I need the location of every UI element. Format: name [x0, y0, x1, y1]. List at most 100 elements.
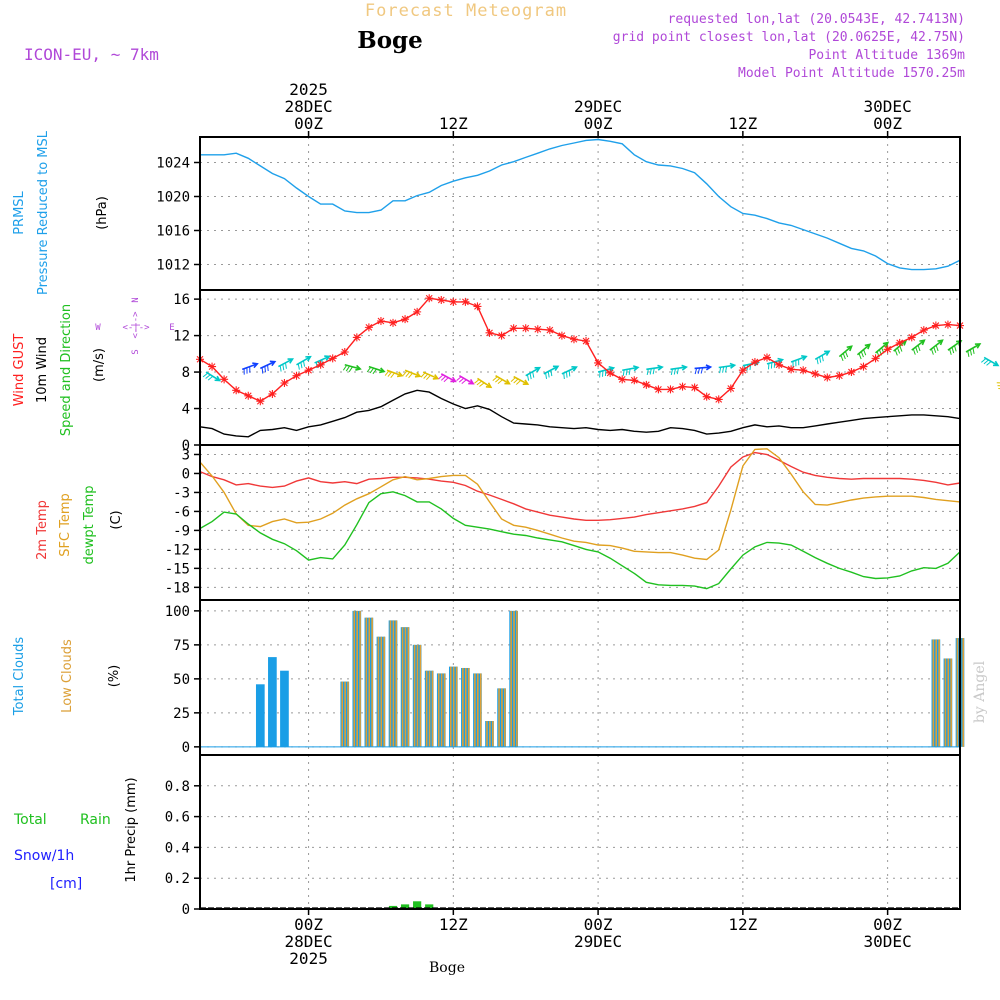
wind-barb-feather: [628, 368, 631, 375]
low-clouds-bar: [440, 673, 443, 747]
wind-gust-point: [485, 328, 494, 337]
temperature-y-ticks: -18 -15 -12 -9 -6 -3 0 3: [165, 447, 200, 596]
model-altitude: Model Point Altitude 1570.25m: [738, 66, 965, 81]
y-tick-label: 1016: [156, 224, 190, 240]
wind-barb-feather: [342, 365, 348, 371]
wind-barb-feather: [568, 370, 571, 377]
wind-barb-feather: [565, 371, 568, 378]
wind-barb-feather: [284, 362, 287, 369]
wind-barb-feather: [440, 375, 447, 381]
y-tick-label: 1024: [156, 156, 190, 172]
wind-barb-feather: [969, 349, 973, 356]
wind-barb-feather: [547, 371, 550, 378]
wind-arrow-head: [269, 360, 277, 367]
y-tick-label: 75: [173, 638, 190, 654]
wind-barb-feather: [476, 380, 482, 386]
wind-barb-feather: [951, 347, 955, 354]
wind-barb-feather: [972, 347, 975, 354]
wind-barb-feather: [497, 379, 503, 385]
wind-gust-point: [666, 385, 675, 394]
precip-y-ticks: 0 0.2 0.4 0.6 0.8: [165, 779, 200, 918]
low-clouds-bar: [489, 721, 491, 747]
wind-barb-feather: [722, 366, 725, 373]
low-clouds-bar: [449, 666, 452, 747]
wind-gust-point: [316, 360, 325, 369]
wind-arrow-head: [396, 371, 404, 378]
wind-barb-feather: [297, 363, 300, 370]
wind-gust-point: [943, 320, 952, 329]
2m-temp-line: [199, 451, 961, 521]
wind-barb-feather: [949, 348, 952, 355]
wind-barb-feather: [697, 367, 701, 374]
y-tick-label: 0: [182, 438, 190, 454]
wind-gust-point: [919, 326, 928, 335]
wind-arrow-head: [504, 379, 511, 385]
low-clouds-bar: [486, 721, 488, 747]
wind-barb-feather: [819, 356, 822, 363]
wind-barb-feather: [372, 368, 377, 375]
wind-arrow-head: [571, 366, 578, 372]
wind-barb-feather: [302, 360, 306, 367]
wind-arrow-head: [846, 345, 853, 352]
low-clouds-bar: [389, 620, 392, 747]
total-clouds-label: Total Clouds: [12, 637, 27, 717]
wind-arrow: [314, 355, 330, 364]
low-clouds-bar: [368, 617, 371, 747]
wind-barb-feather: [821, 355, 824, 362]
wind-barb-feather: [420, 372, 426, 378]
wind-barb-feather: [563, 372, 565, 380]
low-clouds-bar: [938, 639, 940, 747]
low-clouds-bar: [956, 638, 959, 747]
pressure-series: [200, 138, 961, 271]
y-tick-label: 0.2: [165, 871, 190, 887]
low-clouds-bar: [501, 688, 503, 747]
wind-barb-feather: [479, 382, 485, 387]
wind-gust-point: [775, 360, 784, 369]
low-clouds-bar: [498, 688, 500, 747]
wind-arrow-head: [705, 364, 713, 371]
y-tick-label: 0.4: [165, 840, 190, 856]
low-clouds-bar: [944, 658, 947, 747]
wind-gust-point: [762, 353, 771, 362]
wind-barb-feather: [202, 372, 209, 378]
bottom-time-label: 2025: [289, 949, 328, 968]
wind-gust-point: [533, 325, 542, 334]
wind-arrow-head: [287, 358, 295, 364]
wind-barb-feather: [205, 374, 211, 379]
y-tick-label: 4: [182, 402, 190, 418]
wind-barb-feather: [545, 372, 548, 379]
top-time-label: 28DEC: [284, 97, 332, 116]
dewpt-temp-line: [199, 491, 961, 590]
wind-barb-feather: [840, 355, 844, 362]
wind-barb-feather: [986, 361, 992, 366]
wind-barb-feather: [529, 373, 532, 380]
wind-barb-feather: [369, 367, 375, 374]
wind-barb-feather: [863, 349, 867, 356]
low-clouds-bar: [404, 627, 407, 747]
wind-barb-feather: [408, 372, 413, 379]
location-title: Boge: [357, 27, 423, 54]
precip-unit: 1hr Precip (mm): [124, 777, 139, 882]
bottom-time-axis: 00Z28DEC202512Z00Z29DEC12Z00Z30DEC12Z: [284, 909, 912, 968]
y-tick-label: 0.8: [165, 779, 190, 795]
bottom-time-label: 00Z: [873, 915, 902, 934]
clouds-series: [200, 610, 965, 748]
compass-rose: N <-|-> S W <-|-> E: [95, 297, 174, 354]
10m-wind-line: [199, 389, 961, 438]
clouds-frame: [199, 599, 961, 756]
bottom-time-label: 00Z: [294, 915, 323, 934]
pressure-full-label: Pressure Reduced to MSL: [36, 130, 51, 295]
wind-gust-point: [835, 371, 844, 380]
precip-snow-unit: [cm]: [50, 876, 82, 892]
y-tick-label: 16: [173, 292, 190, 308]
low-clouds-bar: [437, 673, 440, 747]
low-clouds-bar: [516, 610, 518, 747]
temperature-frame: [199, 444, 961, 601]
wind-barb-feather: [983, 359, 989, 365]
wind-barb-feather: [405, 371, 411, 377]
y-tick-label: 0: [182, 902, 190, 918]
wind-gust-point: [871, 354, 880, 363]
wind-arrow: [718, 364, 735, 369]
wind-gust-point: [268, 389, 277, 398]
wind-barb-feather: [649, 368, 652, 375]
